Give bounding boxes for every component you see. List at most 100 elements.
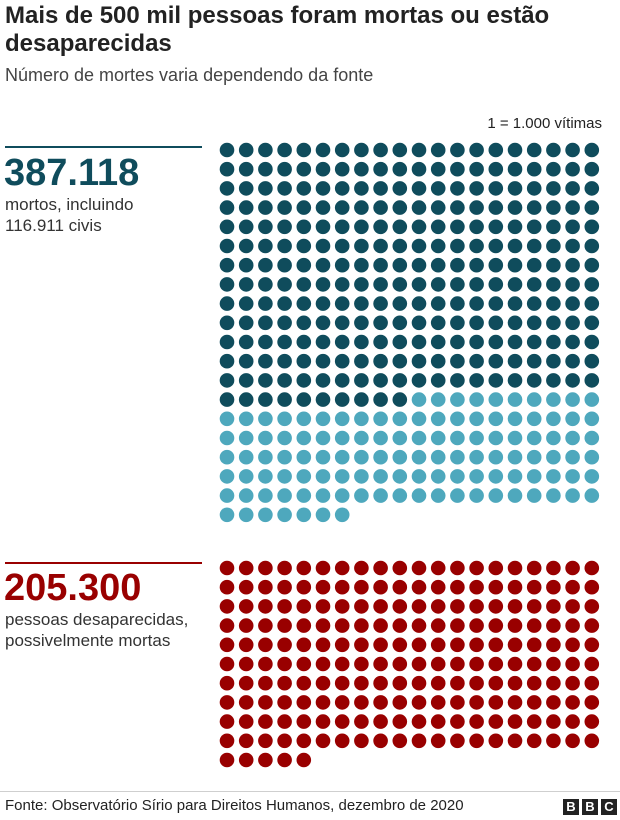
waffle-dot [584,142,600,158]
waffle-dot [450,315,465,331]
waffle-dot [469,695,484,710]
waffle-dot [277,392,292,407]
waffle-dot [373,353,388,369]
waffle-dot [315,277,331,292]
waffle-dot [334,599,350,614]
waffle-dot [450,714,465,729]
waffle-dot [526,257,542,273]
waffle-dot [392,579,408,595]
waffle-dot [584,257,600,273]
waffle-dot [565,277,580,292]
waffle-dot [430,488,446,503]
waffle-dot [392,449,408,465]
waffle-dot [315,430,331,446]
waffle-dot [546,411,561,427]
waffle-dot [526,219,542,235]
waffle-dot [277,449,292,465]
waffle-chart [219,142,600,768]
waffle-dot [565,219,580,235]
waffle-dot [584,579,600,595]
waffle-dot [546,449,561,465]
waffle-dot [238,392,254,407]
waffle-dot [584,656,600,672]
waffle-dot [258,392,273,407]
waffle-dot [430,392,446,407]
waffle-dot [450,392,465,407]
waffle-dot [584,733,600,749]
waffle-dot [411,469,427,484]
waffle-dot [584,430,600,446]
waffle-dot [584,392,600,407]
waffle-dot [258,353,273,369]
waffle-dot [315,373,331,388]
waffle-dot [277,637,292,653]
waffle-dot [450,733,465,749]
waffle-dot [296,560,312,576]
dead-description-line1: mortos, incluindo [5,195,134,214]
waffle-dot [373,181,388,196]
waffle-dot [219,579,235,595]
waffle-dot [411,599,427,614]
waffle-dot [373,695,388,710]
waffle-dot [334,315,350,331]
waffle-dot [469,353,484,369]
waffle-dot [277,488,292,503]
waffle-dot [584,411,600,427]
waffle-dot [411,637,427,653]
waffle-dot [565,257,580,273]
waffle-dot [392,181,408,196]
waffle-dot [488,315,504,331]
waffle-dot [565,161,580,177]
waffle-dot [238,637,254,653]
waffle-dot [238,257,254,273]
waffle-dot [296,488,312,503]
waffle-dot [450,353,465,369]
waffle-dot [507,714,523,729]
waffle-dot [526,315,542,331]
waffle-dot [469,733,484,749]
waffle-dot [334,142,350,158]
waffle-dot [450,656,465,672]
waffle-dot [488,334,504,350]
waffle-dot [584,353,600,369]
waffle-dot [219,449,235,465]
waffle-dot [392,469,408,484]
waffle-dot [450,277,465,292]
waffle-dot [373,637,388,653]
waffle-dot [296,315,312,331]
waffle-dot [430,469,446,484]
waffle-dot [334,238,350,254]
waffle-dot [546,353,561,369]
waffle-dot [584,599,600,614]
waffle-dot [258,142,273,158]
waffle-dot [565,695,580,710]
waffle-dot [430,334,446,350]
waffle-dot [488,469,504,484]
waffle-dot [526,392,542,407]
waffle-dot [430,238,446,254]
waffle-dot [354,637,369,653]
waffle-dot [411,714,427,729]
waffle-dot [373,469,388,484]
waffle-dot [507,200,523,215]
waffle-dot [526,161,542,177]
waffle-dot [258,637,273,653]
waffle-dot [219,411,235,427]
waffle-dot [430,181,446,196]
waffle-dot [469,560,484,576]
waffle-dot [219,296,235,311]
waffle-dot [238,560,254,576]
chart-subtitle: Número de mortes varia dependendo da fon… [5,65,374,85]
waffle-dot [584,695,600,710]
waffle-dot [238,334,254,350]
waffle-dot [450,161,465,177]
waffle-dot [219,488,235,503]
waffle-dot [219,181,235,196]
waffle-dot [219,560,235,576]
waffle-dot [296,430,312,446]
waffle-dot [584,296,600,311]
waffle-dot [354,219,369,235]
waffle-dot [334,637,350,653]
waffle-dot [354,618,369,633]
waffle-dot [258,618,273,633]
